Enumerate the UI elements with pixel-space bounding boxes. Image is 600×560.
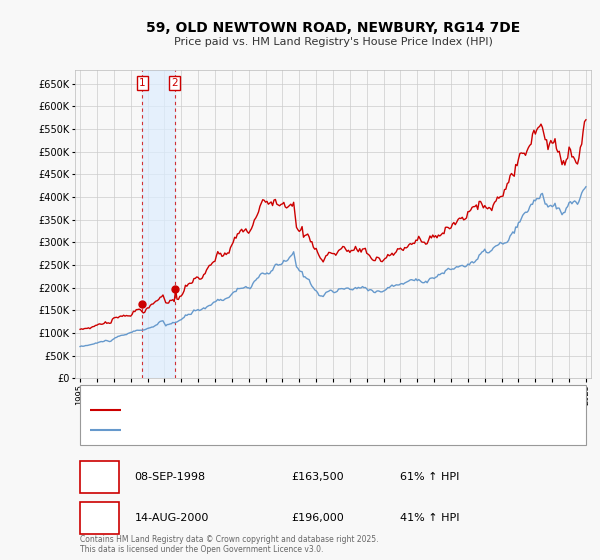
- Text: 2: 2: [96, 512, 103, 525]
- Text: 41% ↑ HPI: 41% ↑ HPI: [400, 514, 460, 523]
- Text: 14-AUG-2000: 14-AUG-2000: [134, 514, 209, 523]
- Text: HPI: Average price, semi-detached house, West Berkshire: HPI: Average price, semi-detached house,…: [134, 425, 415, 435]
- FancyBboxPatch shape: [80, 385, 586, 445]
- Text: 61% ↑ HPI: 61% ↑ HPI: [400, 472, 460, 482]
- Text: 08-SEP-1998: 08-SEP-1998: [134, 472, 205, 482]
- Text: £163,500: £163,500: [292, 472, 344, 482]
- Text: Price paid vs. HM Land Registry's House Price Index (HPI): Price paid vs. HM Land Registry's House …: [173, 37, 493, 47]
- Text: Contains HM Land Registry data © Crown copyright and database right 2025.
This d: Contains HM Land Registry data © Crown c…: [80, 535, 379, 554]
- Text: 1: 1: [96, 470, 103, 483]
- Text: 2: 2: [172, 78, 178, 88]
- Bar: [142, 70, 175, 378]
- FancyBboxPatch shape: [80, 461, 119, 493]
- FancyBboxPatch shape: [80, 502, 119, 534]
- Text: 1: 1: [139, 78, 146, 88]
- Text: 59, OLD NEWTOWN ROAD, NEWBURY, RG14 7DE (semi-detached house): 59, OLD NEWTOWN ROAD, NEWBURY, RG14 7DE …: [134, 405, 490, 415]
- Text: £196,000: £196,000: [292, 514, 344, 523]
- Text: 59, OLD NEWTOWN ROAD, NEWBURY, RG14 7DE: 59, OLD NEWTOWN ROAD, NEWBURY, RG14 7DE: [146, 21, 520, 35]
